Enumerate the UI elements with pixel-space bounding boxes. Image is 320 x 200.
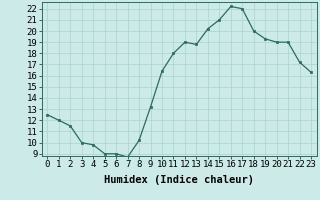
X-axis label: Humidex (Indice chaleur): Humidex (Indice chaleur) xyxy=(104,175,254,185)
